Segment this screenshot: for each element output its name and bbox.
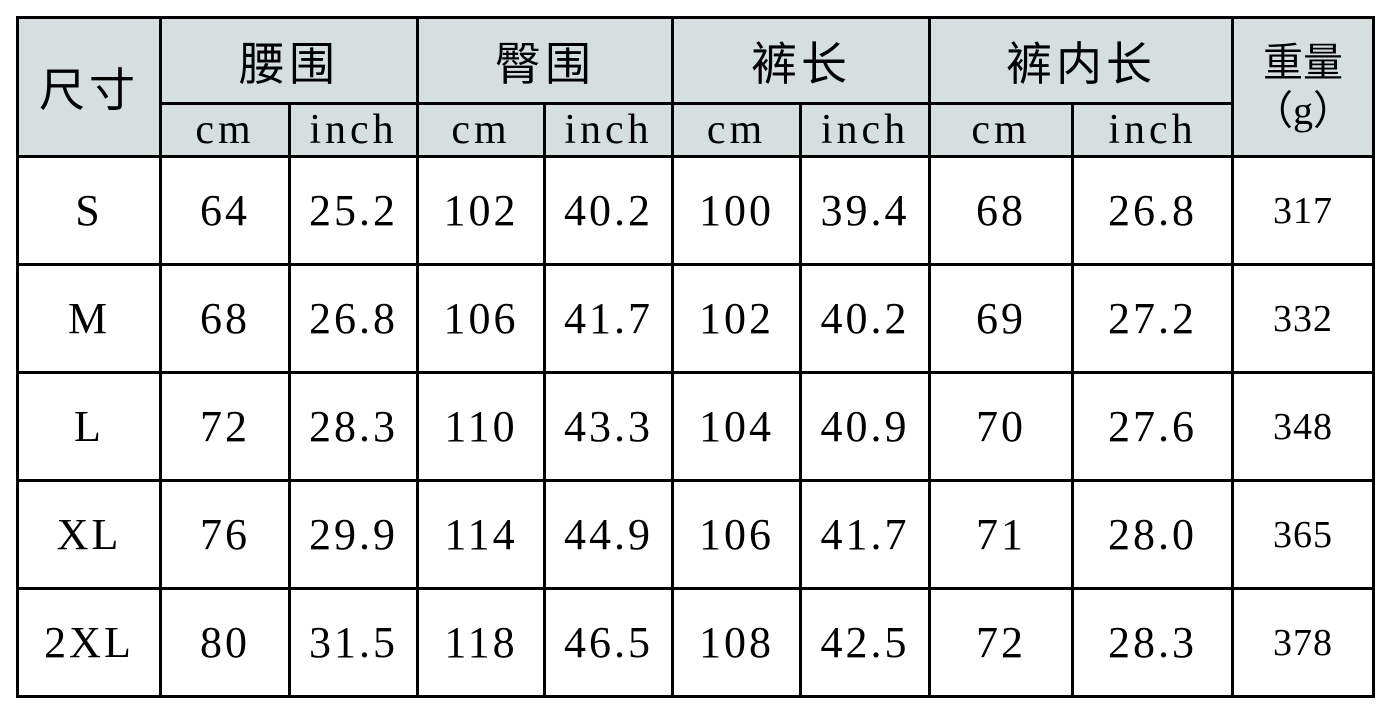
size-cell: M <box>16 263 162 374</box>
size-cell: XL <box>16 479 162 590</box>
measurement-cell: 41.7 <box>543 263 674 374</box>
measurement-cell: 27.6 <box>1071 371 1234 482</box>
weight-header-label: 重量 <box>1263 40 1343 85</box>
measurement-cell: 72 <box>159 371 291 482</box>
weight-cell: 378 <box>1231 587 1375 698</box>
measurement-cell: 114 <box>416 479 546 590</box>
measurement-cell: 106 <box>671 479 802 590</box>
measurement-cell: 102 <box>671 263 802 374</box>
measurement-cell: 42.5 <box>799 587 931 698</box>
measurement-cell: 76 <box>159 479 291 590</box>
unit-header: inch <box>1071 102 1234 158</box>
size-cell: 2XL <box>16 587 162 698</box>
measurement-cell: 110 <box>416 371 546 482</box>
measurement-cell: 106 <box>416 263 546 374</box>
measurement-cell: 118 <box>416 587 546 698</box>
unit-header: cm <box>928 102 1074 158</box>
measurement-cell: 43.3 <box>543 371 674 482</box>
weight-cell: 348 <box>1231 371 1375 482</box>
weight-cell: 332 <box>1231 263 1375 374</box>
unit-header: inch <box>799 102 931 158</box>
measurement-cell: 71 <box>928 479 1074 590</box>
inseam-header: 裤内长 <box>928 16 1234 105</box>
measurement-cell: 41.7 <box>799 479 931 590</box>
measurement-cell: 68 <box>159 263 291 374</box>
measurement-cell: 72 <box>928 587 1074 698</box>
measurement-cell: 25.2 <box>288 155 419 266</box>
unit-header: inch <box>288 102 419 158</box>
measurement-cell: 40.2 <box>799 263 931 374</box>
measurement-cell: 69 <box>928 263 1074 374</box>
waist-header: 腰围 <box>159 16 419 105</box>
table-row: S 64 25.2 102 40.2 100 39.4 68 26.8 317 <box>16 155 1375 266</box>
measurement-cell: 27.2 <box>1071 263 1234 374</box>
measurement-cell: 40.9 <box>799 371 931 482</box>
length-header: 裤长 <box>671 16 931 105</box>
table-row: L 72 28.3 110 43.3 104 40.9 70 27.6 348 <box>16 371 1375 482</box>
measurement-cell: 39.4 <box>799 155 931 266</box>
size-cell: L <box>16 371 162 482</box>
measurement-cell: 28.3 <box>1071 587 1234 698</box>
table-row: XL 76 29.9 114 44.9 106 41.7 71 28.0 365 <box>16 479 1375 590</box>
size-header: 尺寸 <box>16 16 162 158</box>
unit-header: inch <box>543 102 674 158</box>
measurement-cell: 64 <box>159 155 291 266</box>
weight-header: 重量 （g） <box>1231 16 1375 158</box>
measurement-cell: 108 <box>671 587 802 698</box>
measurement-cell: 68 <box>928 155 1074 266</box>
size-chart-table: 尺寸 腰围 臀围 裤长 裤内长 重量 （g） cm inch cm inch cm inc… <box>16 16 1375 698</box>
table-row: M 68 26.8 106 41.7 102 40.2 69 27.2 332 <box>16 263 1375 374</box>
measurement-cell: 46.5 <box>543 587 674 698</box>
measurement-cell: 100 <box>671 155 802 266</box>
measurement-cell: 102 <box>416 155 546 266</box>
weight-header-unit: （g） <box>1253 88 1353 133</box>
size-cell: S <box>16 155 162 266</box>
weight-cell: 365 <box>1231 479 1375 590</box>
table-row: 2XL 80 31.5 118 46.5 108 42.5 72 28.3 378 <box>16 587 1375 698</box>
unit-header: cm <box>416 102 546 158</box>
measurement-cell: 104 <box>671 371 802 482</box>
hip-header: 臀围 <box>416 16 674 105</box>
measurement-cell: 40.2 <box>543 155 674 266</box>
measurement-cell: 28.3 <box>288 371 419 482</box>
measurement-cell: 26.8 <box>1071 155 1234 266</box>
unit-header: cm <box>671 102 802 158</box>
measurement-cell: 29.9 <box>288 479 419 590</box>
measurement-cell: 70 <box>928 371 1074 482</box>
measurement-cell: 44.9 <box>543 479 674 590</box>
measurement-cell: 28.0 <box>1071 479 1234 590</box>
unit-header: cm <box>159 102 291 158</box>
measurement-cell: 31.5 <box>288 587 419 698</box>
weight-cell: 317 <box>1231 155 1375 266</box>
measurement-cell: 80 <box>159 587 291 698</box>
measurement-cell: 26.8 <box>288 263 419 374</box>
